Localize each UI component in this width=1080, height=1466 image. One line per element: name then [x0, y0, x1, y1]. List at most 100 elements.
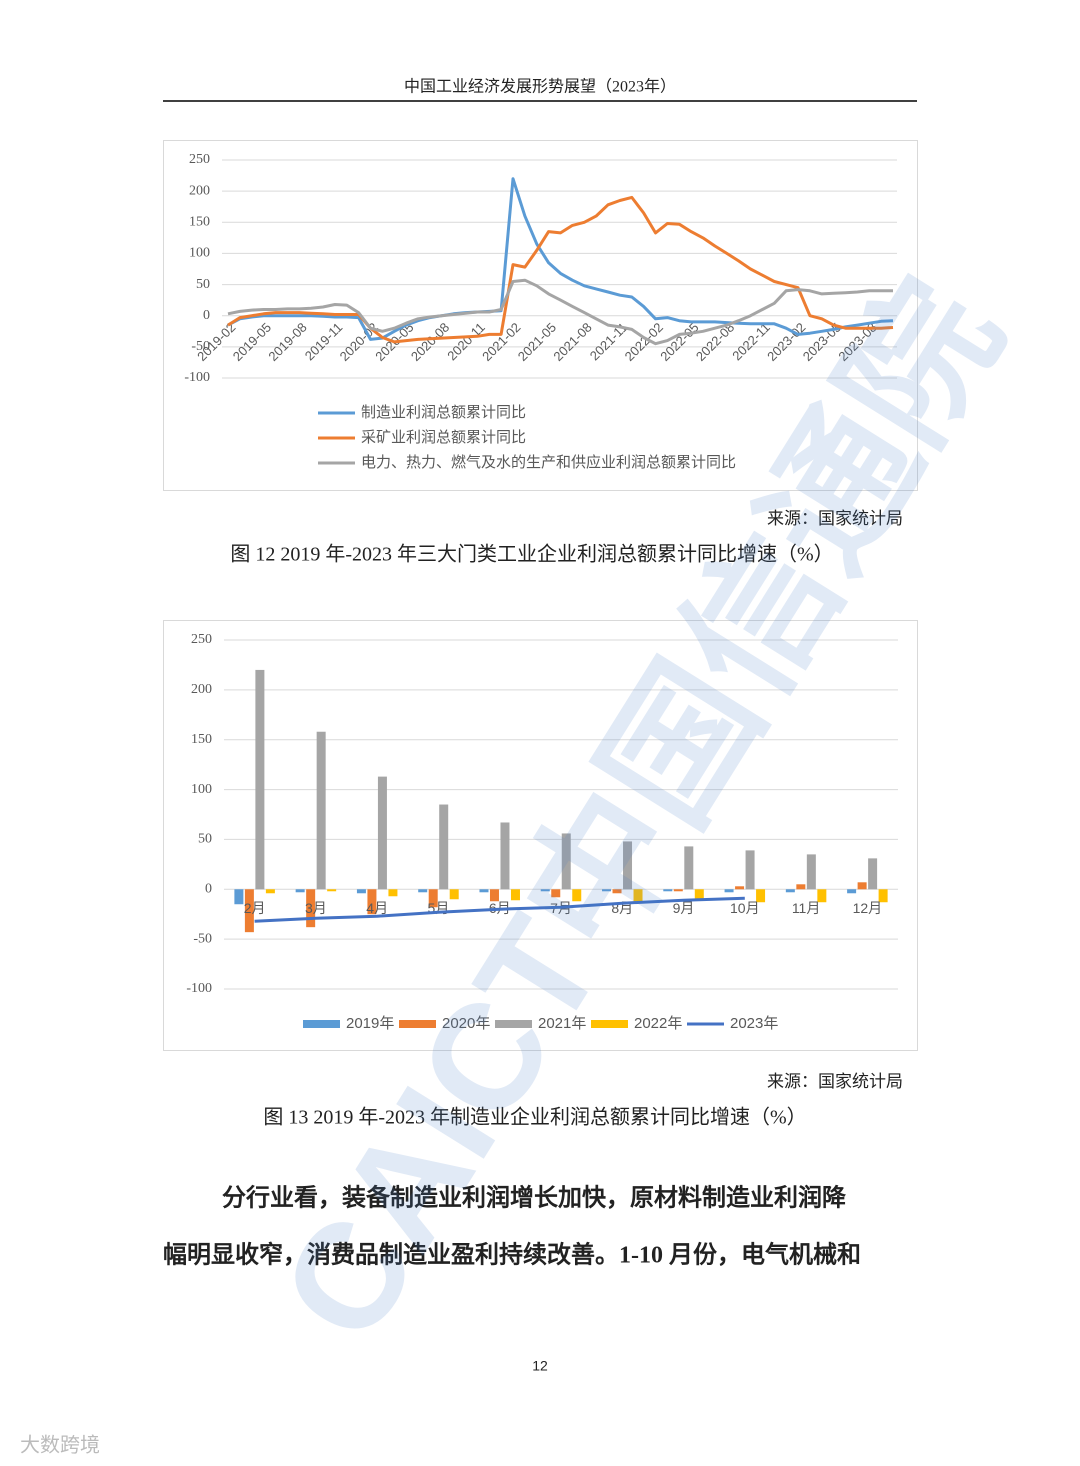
bar	[510, 889, 520, 901]
bar	[633, 889, 643, 902]
bar	[540, 889, 550, 892]
source: 来源：国家统计局	[767, 509, 903, 528]
bar	[306, 889, 316, 928]
y-tick-label: 50	[196, 277, 210, 292]
legend-label: 电力、热力、燃气及水的生产和供应业利润总额累计同比	[361, 453, 736, 471]
x-tick-label: 11月	[792, 900, 821, 916]
bar	[684, 846, 694, 890]
bar	[602, 889, 612, 892]
legend-label: 制造业利润总额累计同比	[361, 404, 526, 421]
legend-label: 2019年	[346, 1015, 394, 1032]
paragraph-line: 分行业看，装备制造业利润增长加快，原材料制造业利润降	[222, 1184, 847, 1212]
bar	[561, 833, 571, 890]
legend-swatch	[591, 1020, 628, 1028]
bar	[663, 889, 673, 892]
bar	[295, 889, 305, 893]
y-tick-label: -50	[191, 339, 210, 354]
legend-swatch	[495, 1020, 532, 1028]
bar	[439, 804, 449, 890]
bar	[806, 854, 816, 890]
bar	[449, 889, 459, 900]
bar	[316, 731, 326, 890]
bar	[868, 858, 878, 890]
bar	[388, 889, 398, 897]
y-tick-label: 200	[191, 682, 212, 697]
bar	[244, 889, 254, 933]
series-line	[227, 177, 894, 341]
legend-label: 2020年	[442, 1015, 490, 1032]
bar	[745, 850, 755, 890]
chart-frame	[163, 620, 918, 1051]
x-tick-label: 2020-02	[337, 320, 381, 364]
series-line	[254, 896, 745, 923]
y-tick-label: 0	[203, 308, 210, 323]
x-tick-label: 2021-05	[515, 320, 559, 364]
y-tick-label: -100	[186, 981, 212, 996]
bar	[428, 889, 438, 908]
y-tick-label: 150	[191, 732, 212, 747]
bar	[489, 889, 499, 902]
y-tick-label: 100	[189, 246, 210, 261]
source: 来源：国家统计局	[767, 1072, 903, 1091]
page-number: 12	[532, 1358, 548, 1374]
series-line	[227, 195, 894, 344]
bar	[847, 889, 857, 894]
legend-swatch	[303, 1020, 340, 1028]
bar	[785, 889, 795, 893]
x-tick-label: 2019-05	[230, 320, 274, 364]
bar	[265, 889, 275, 894]
bar	[255, 669, 265, 890]
paragraph-line: 幅明显收窄，消费品制造业盈利持续改善。1-10 月份，电气机械和	[163, 1241, 861, 1269]
caption: 图 12 2019 年-2023 年三大门类工业企业利润总额累计同比增速（%）	[230, 543, 833, 566]
bar	[817, 889, 827, 903]
y-tick-label: 100	[191, 782, 212, 797]
bar	[479, 889, 489, 893]
y-tick-label: 250	[189, 152, 210, 167]
bar	[234, 889, 244, 905]
x-tick-label: 3月	[305, 900, 327, 916]
caption: 图 13 2019 年-2023 年制造业企业利润总额累计同比增速（%）	[263, 1106, 806, 1129]
bar	[623, 841, 633, 890]
x-tick-label: 2023-02	[764, 320, 808, 364]
x-tick-label: 12月	[853, 900, 883, 916]
legend-label: 采矿业利润总额累计同比	[361, 429, 526, 446]
x-tick-label: 10月	[730, 900, 760, 916]
y-tick-label: 250	[191, 632, 212, 647]
header-title: 中国工业经济发展形势展望（2023年）	[404, 78, 676, 96]
bar	[551, 889, 561, 898]
y-tick-label: 150	[189, 215, 210, 230]
y-tick-label: -100	[184, 370, 210, 385]
bar	[377, 776, 387, 890]
x-tick-label: 4月	[366, 900, 388, 916]
y-tick-label: -50	[193, 931, 212, 946]
series-line	[227, 278, 893, 346]
chart-frame	[163, 140, 918, 491]
bar	[327, 889, 337, 892]
x-tick-label: 2019-08	[265, 320, 309, 364]
bar	[418, 889, 428, 893]
x-tick-label: 2022-08	[693, 320, 737, 364]
bar	[735, 886, 745, 890]
bar	[756, 889, 766, 903]
bar	[694, 889, 704, 901]
legend-label: 2021年	[538, 1015, 586, 1032]
y-tick-label: 50	[198, 832, 212, 847]
bar	[356, 889, 366, 894]
x-tick-label: 2020-08	[408, 320, 452, 364]
legend-label: 2022年	[634, 1015, 682, 1032]
y-tick-label: 0	[205, 882, 212, 897]
footer-logo: 大数跨境	[20, 1433, 100, 1456]
bar	[878, 889, 888, 903]
x-tick-label: 2月	[244, 900, 266, 916]
x-tick-label: 9月	[673, 900, 695, 916]
bar	[500, 822, 510, 890]
x-tick-label: 2021-08	[550, 320, 594, 364]
legend-swatch	[399, 1020, 436, 1028]
bar	[612, 889, 622, 894]
bar	[857, 882, 867, 890]
bar	[572, 889, 582, 902]
bar	[367, 889, 377, 915]
legend-label: 2023年	[730, 1015, 778, 1032]
bar	[796, 884, 806, 890]
